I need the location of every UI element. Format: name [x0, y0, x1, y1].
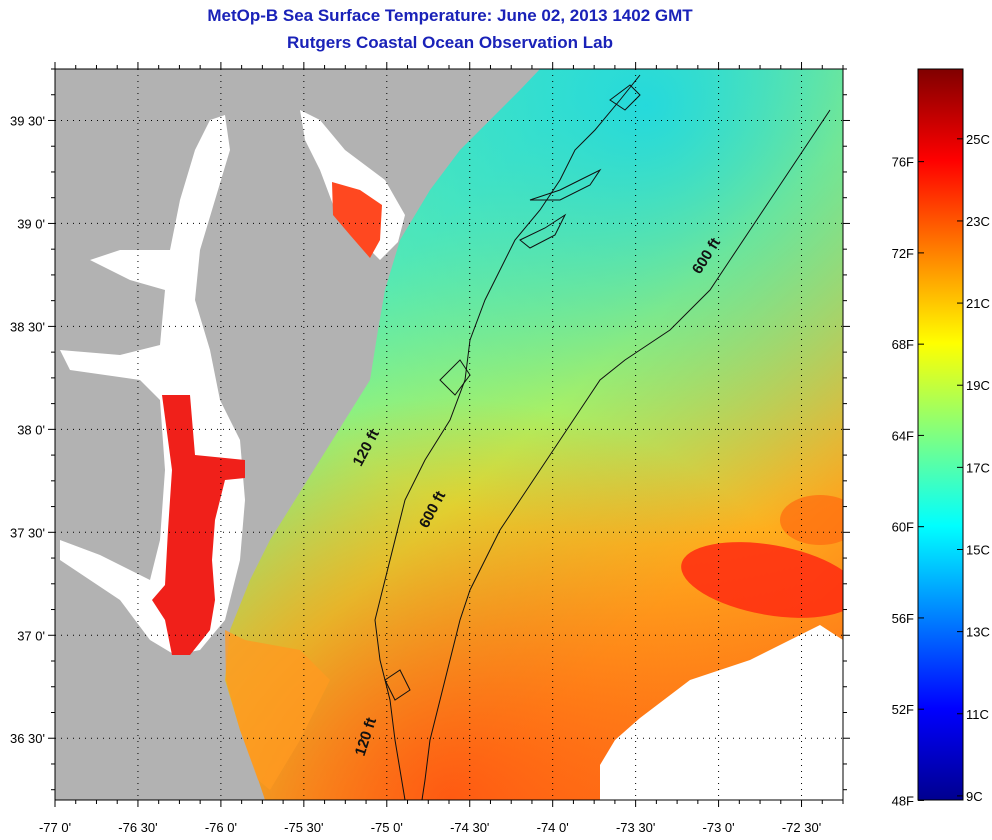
f-tick-label: 60F	[892, 520, 914, 535]
c-tick-label: 15C	[966, 542, 990, 557]
lon-tick-label: -75 30'	[284, 820, 323, 835]
c-tick-label: 17C	[966, 460, 990, 475]
lon-tick-label: -77 0'	[39, 820, 71, 835]
lon-tick-label: -74 30'	[450, 820, 489, 835]
lon-tick-label: -74 0'	[537, 820, 569, 835]
c-tick-label: 11C	[966, 707, 989, 722]
warm-patch-east	[780, 495, 843, 545]
map-title: MetOp-B Sea Surface Temperature: June 02…	[207, 6, 693, 25]
lat-tick-label: 36 30'	[10, 731, 45, 746]
c-tick-label: 9C	[966, 789, 983, 804]
f-tick-label: 68F	[892, 337, 914, 352]
lon-tick-label: -76 30'	[118, 820, 157, 835]
nodata-southeast	[600, 625, 843, 800]
lat-tick-label: 38 0'	[17, 422, 45, 437]
chesapeake-bay-sst	[152, 395, 245, 655]
c-tick-label: 25C	[966, 132, 990, 147]
contour-shoal-4	[384, 669, 411, 701]
lon-tick-label: -76 0'	[205, 820, 237, 835]
c-tick-label: 19C	[966, 378, 990, 393]
lat-tick-label: 37 30'	[10, 525, 45, 540]
f-tick-label: 56F	[892, 611, 914, 626]
f-tick-label: 72F	[892, 246, 914, 261]
gulf-stream-eddy	[681, 542, 843, 618]
delaware-bay-sst	[332, 182, 382, 258]
contour-shoal-2	[519, 213, 567, 249]
lat-tick-label: 38 30'	[10, 319, 45, 334]
c-tick-label: 21C	[966, 296, 990, 311]
f-tick-label: 48F	[892, 793, 914, 808]
map-ticks: -77 0' -76 30' -76 0' -75 30' -75 0' -74 30' -…	[10, 62, 850, 835]
lon-tick-label: -73 0'	[703, 820, 735, 835]
contour-shoal-5	[609, 84, 641, 111]
lon-tick-label: -75 0'	[371, 820, 403, 835]
colorbar-ticks: 76F 72F 68F 64F 60F 56F 52F 48F 25C 23C 21C 19C 17C 1…	[892, 132, 990, 809]
colorbar-gradient	[917, 68, 964, 801]
lat-tick-label: 37 0'	[17, 628, 45, 643]
lon-tick-label: -72 30'	[782, 820, 821, 835]
lat-tick-label: 39 30'	[10, 113, 45, 128]
f-tick-label: 64F	[892, 428, 914, 443]
lat-tick-label: 39 0'	[17, 216, 45, 231]
f-tick-label: 52F	[892, 702, 914, 717]
contour-600ft	[421, 109, 831, 800]
c-tick-label: 23C	[966, 214, 990, 229]
c-tick-label: 13C	[966, 625, 990, 640]
f-tick-label: 76F	[892, 155, 914, 170]
bathymetry-contours	[374, 74, 831, 800]
lon-tick-label: -73 30'	[616, 820, 655, 835]
contour-shoal-1	[529, 168, 602, 201]
map-subtitle: Rutgers Coastal Ocean Observation Lab	[287, 33, 613, 52]
